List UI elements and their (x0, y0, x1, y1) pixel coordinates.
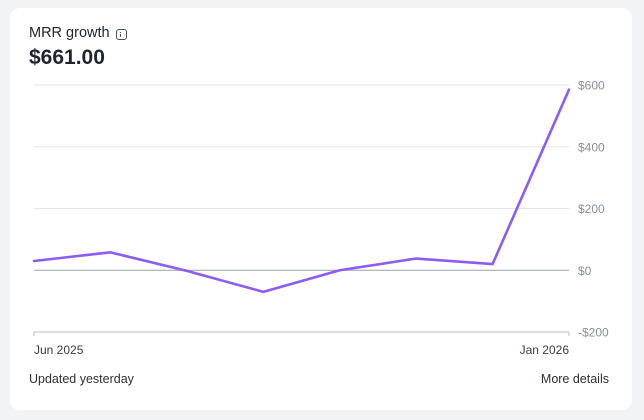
x-tick-label: Jan 2026 (520, 343, 570, 357)
mrr-line-chart: $600 $400 $200 $0 -$200 Jun 2025 Jan 2026 (32, 79, 609, 357)
more-details-link[interactable]: More details (540, 372, 609, 386)
y-tick-label: $600 (578, 79, 605, 93)
y-tick-label: $0 (578, 264, 592, 278)
updated-status: Updated yesterday (29, 372, 134, 386)
mrr-value: $661.00 (29, 46, 105, 69)
card-header: MRR growth (29, 25, 127, 41)
y-tick-label: $400 (578, 140, 605, 154)
card-title: MRR growth (29, 25, 110, 41)
x-tick-label: Jun 2025 (34, 343, 84, 357)
y-tick-label: -$200 (578, 326, 609, 340)
series-line (32, 88, 571, 294)
mrr-card: MRR growth $661.00 $600 $400 $200 $0 -$200 Ju… (10, 8, 632, 410)
info-icon[interactable] (115, 28, 127, 40)
y-tick-label: $200 (578, 202, 605, 216)
